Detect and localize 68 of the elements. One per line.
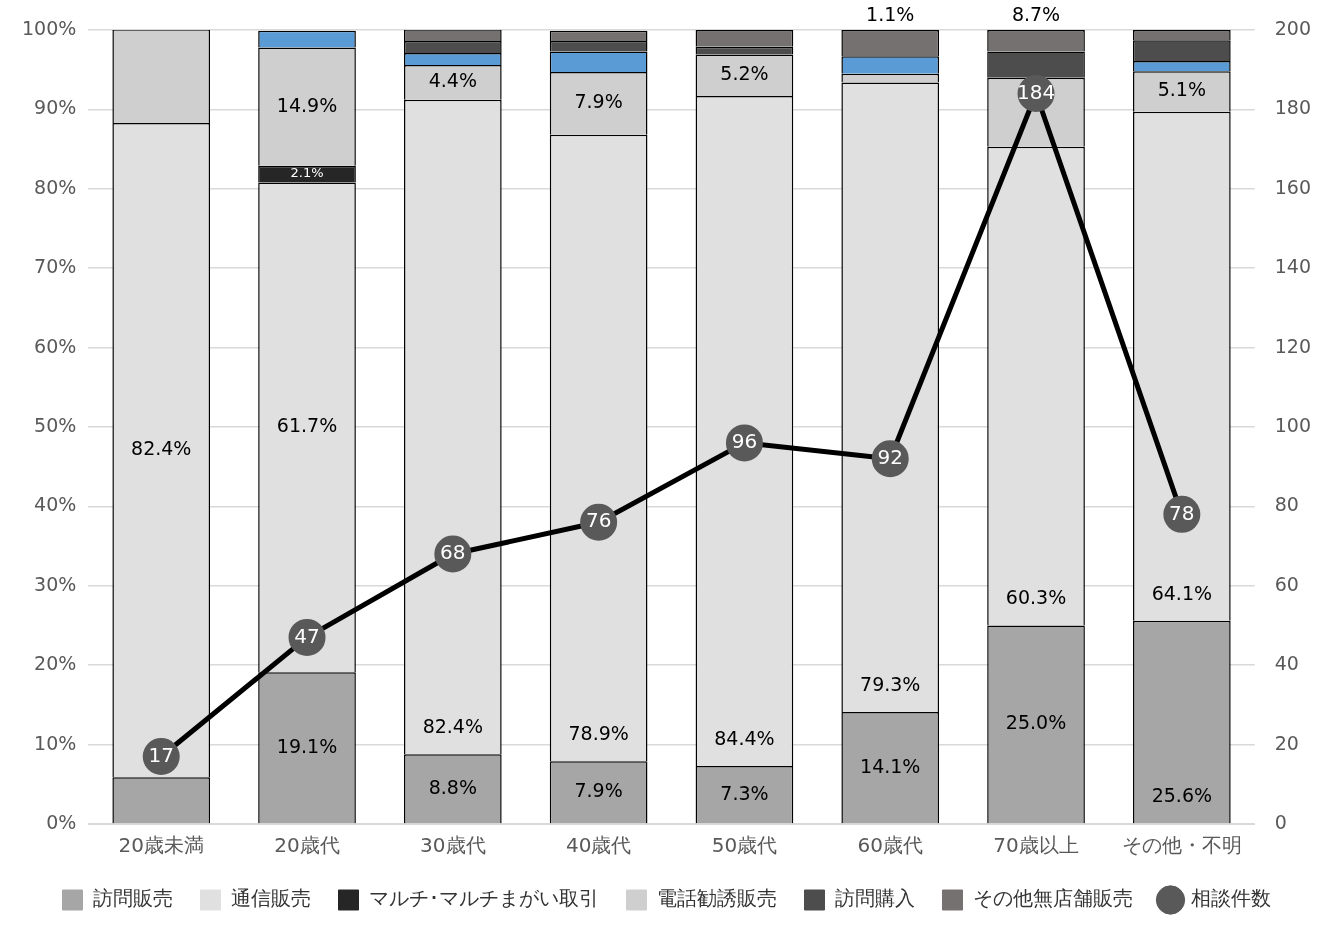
data-label: 14.9% xyxy=(276,93,338,116)
y2-tick-label: 180 xyxy=(1274,96,1311,119)
y-tick-label: 30% xyxy=(34,572,77,595)
data-label: 7.9% xyxy=(574,779,623,802)
y-tick-label: 90% xyxy=(34,96,77,119)
data-label: 2.1% xyxy=(290,165,324,181)
y2-tick-label: 100 xyxy=(1274,413,1311,436)
x-tick-label: 60歳代 xyxy=(857,833,923,858)
data-label: 17 xyxy=(148,742,174,767)
data-label: 84.4% xyxy=(714,726,775,749)
data-label: 14.1% xyxy=(860,754,921,777)
data-label: 64.1% xyxy=(1151,581,1213,604)
x-tick-label: 20歳未満 xyxy=(118,833,204,858)
y2-tick-label: 200 xyxy=(1274,16,1311,39)
data-label: 7.3% xyxy=(720,781,769,804)
legend-label: 訪問販売 xyxy=(92,886,173,911)
data-label: 25.0% xyxy=(1005,711,1067,734)
legend-label: 電話勧誘販売 xyxy=(656,886,777,911)
data-label: 5.2% xyxy=(720,62,769,85)
data-label: 68 xyxy=(440,540,466,565)
x-tick-label: 50歳代 xyxy=(711,833,778,858)
y2-tick-label: 120 xyxy=(1274,334,1311,357)
data-label: 25.6% xyxy=(1151,784,1213,807)
legend-label: 相談件数 xyxy=(1190,886,1271,911)
data-label: 76 xyxy=(585,508,612,533)
legend-label: マルチ･マルチまがい取引 xyxy=(368,886,599,911)
data-label: 92 xyxy=(877,444,903,469)
x-tick-label: 30歳代 xyxy=(420,833,486,858)
data-label: 4.4% xyxy=(428,69,477,92)
y2-tick-label: 160 xyxy=(1274,175,1311,198)
y-tick-label: 100% xyxy=(21,16,77,39)
y2-tick-label: 40 xyxy=(1274,652,1299,675)
y-tick-label: 20% xyxy=(34,652,77,675)
y-tick-label: 0% xyxy=(46,810,77,833)
data-label: 61.7% xyxy=(276,414,338,437)
data-label: 1.1% xyxy=(866,2,915,25)
y2-tick-label: 140 xyxy=(1274,255,1311,278)
legend-label: 訪問購入 xyxy=(834,886,915,911)
y2-tick-label: 20 xyxy=(1274,731,1299,754)
y-tick-label: 50% xyxy=(34,413,77,436)
x-tick-label: その他・不明 xyxy=(1121,833,1242,858)
y-tick-label: 10% xyxy=(34,731,77,754)
data-label: 8.7% xyxy=(1011,2,1061,25)
data-label: 19.1% xyxy=(276,734,338,757)
legend-label: その他無店舗販売 xyxy=(972,886,1133,911)
data-label: 79.3% xyxy=(860,672,921,695)
data-label: 5.1% xyxy=(1157,78,1206,101)
data-label: 60.3% xyxy=(1005,586,1067,609)
data-label: 78 xyxy=(1169,500,1195,525)
x-tick-label: 20歳代 xyxy=(274,833,340,858)
data-label: 82.4% xyxy=(131,436,192,459)
x-tick-label: 70歳以上 xyxy=(993,833,1079,858)
data-label: 7.9% xyxy=(574,90,623,113)
legend-label: 通信販売 xyxy=(230,886,311,911)
x-tick-label: 40歳代 xyxy=(565,833,632,858)
y2-tick-label: 0 xyxy=(1274,810,1287,833)
y2-tick-label: 80 xyxy=(1274,493,1299,516)
y-tick-label: 70% xyxy=(34,255,77,278)
data-label: 82.4% xyxy=(422,715,483,738)
data-label: 96 xyxy=(731,429,758,454)
data-label: 184 xyxy=(1016,79,1056,104)
y-tick-label: 60% xyxy=(34,334,77,357)
y-tick-label: 80% xyxy=(34,175,77,198)
data-label: 47 xyxy=(294,623,320,648)
data-label: 8.8% xyxy=(428,775,477,798)
y2-tick-label: 60 xyxy=(1274,572,1299,595)
data-label: 78.9% xyxy=(568,722,629,745)
y-tick-label: 40% xyxy=(34,493,77,516)
